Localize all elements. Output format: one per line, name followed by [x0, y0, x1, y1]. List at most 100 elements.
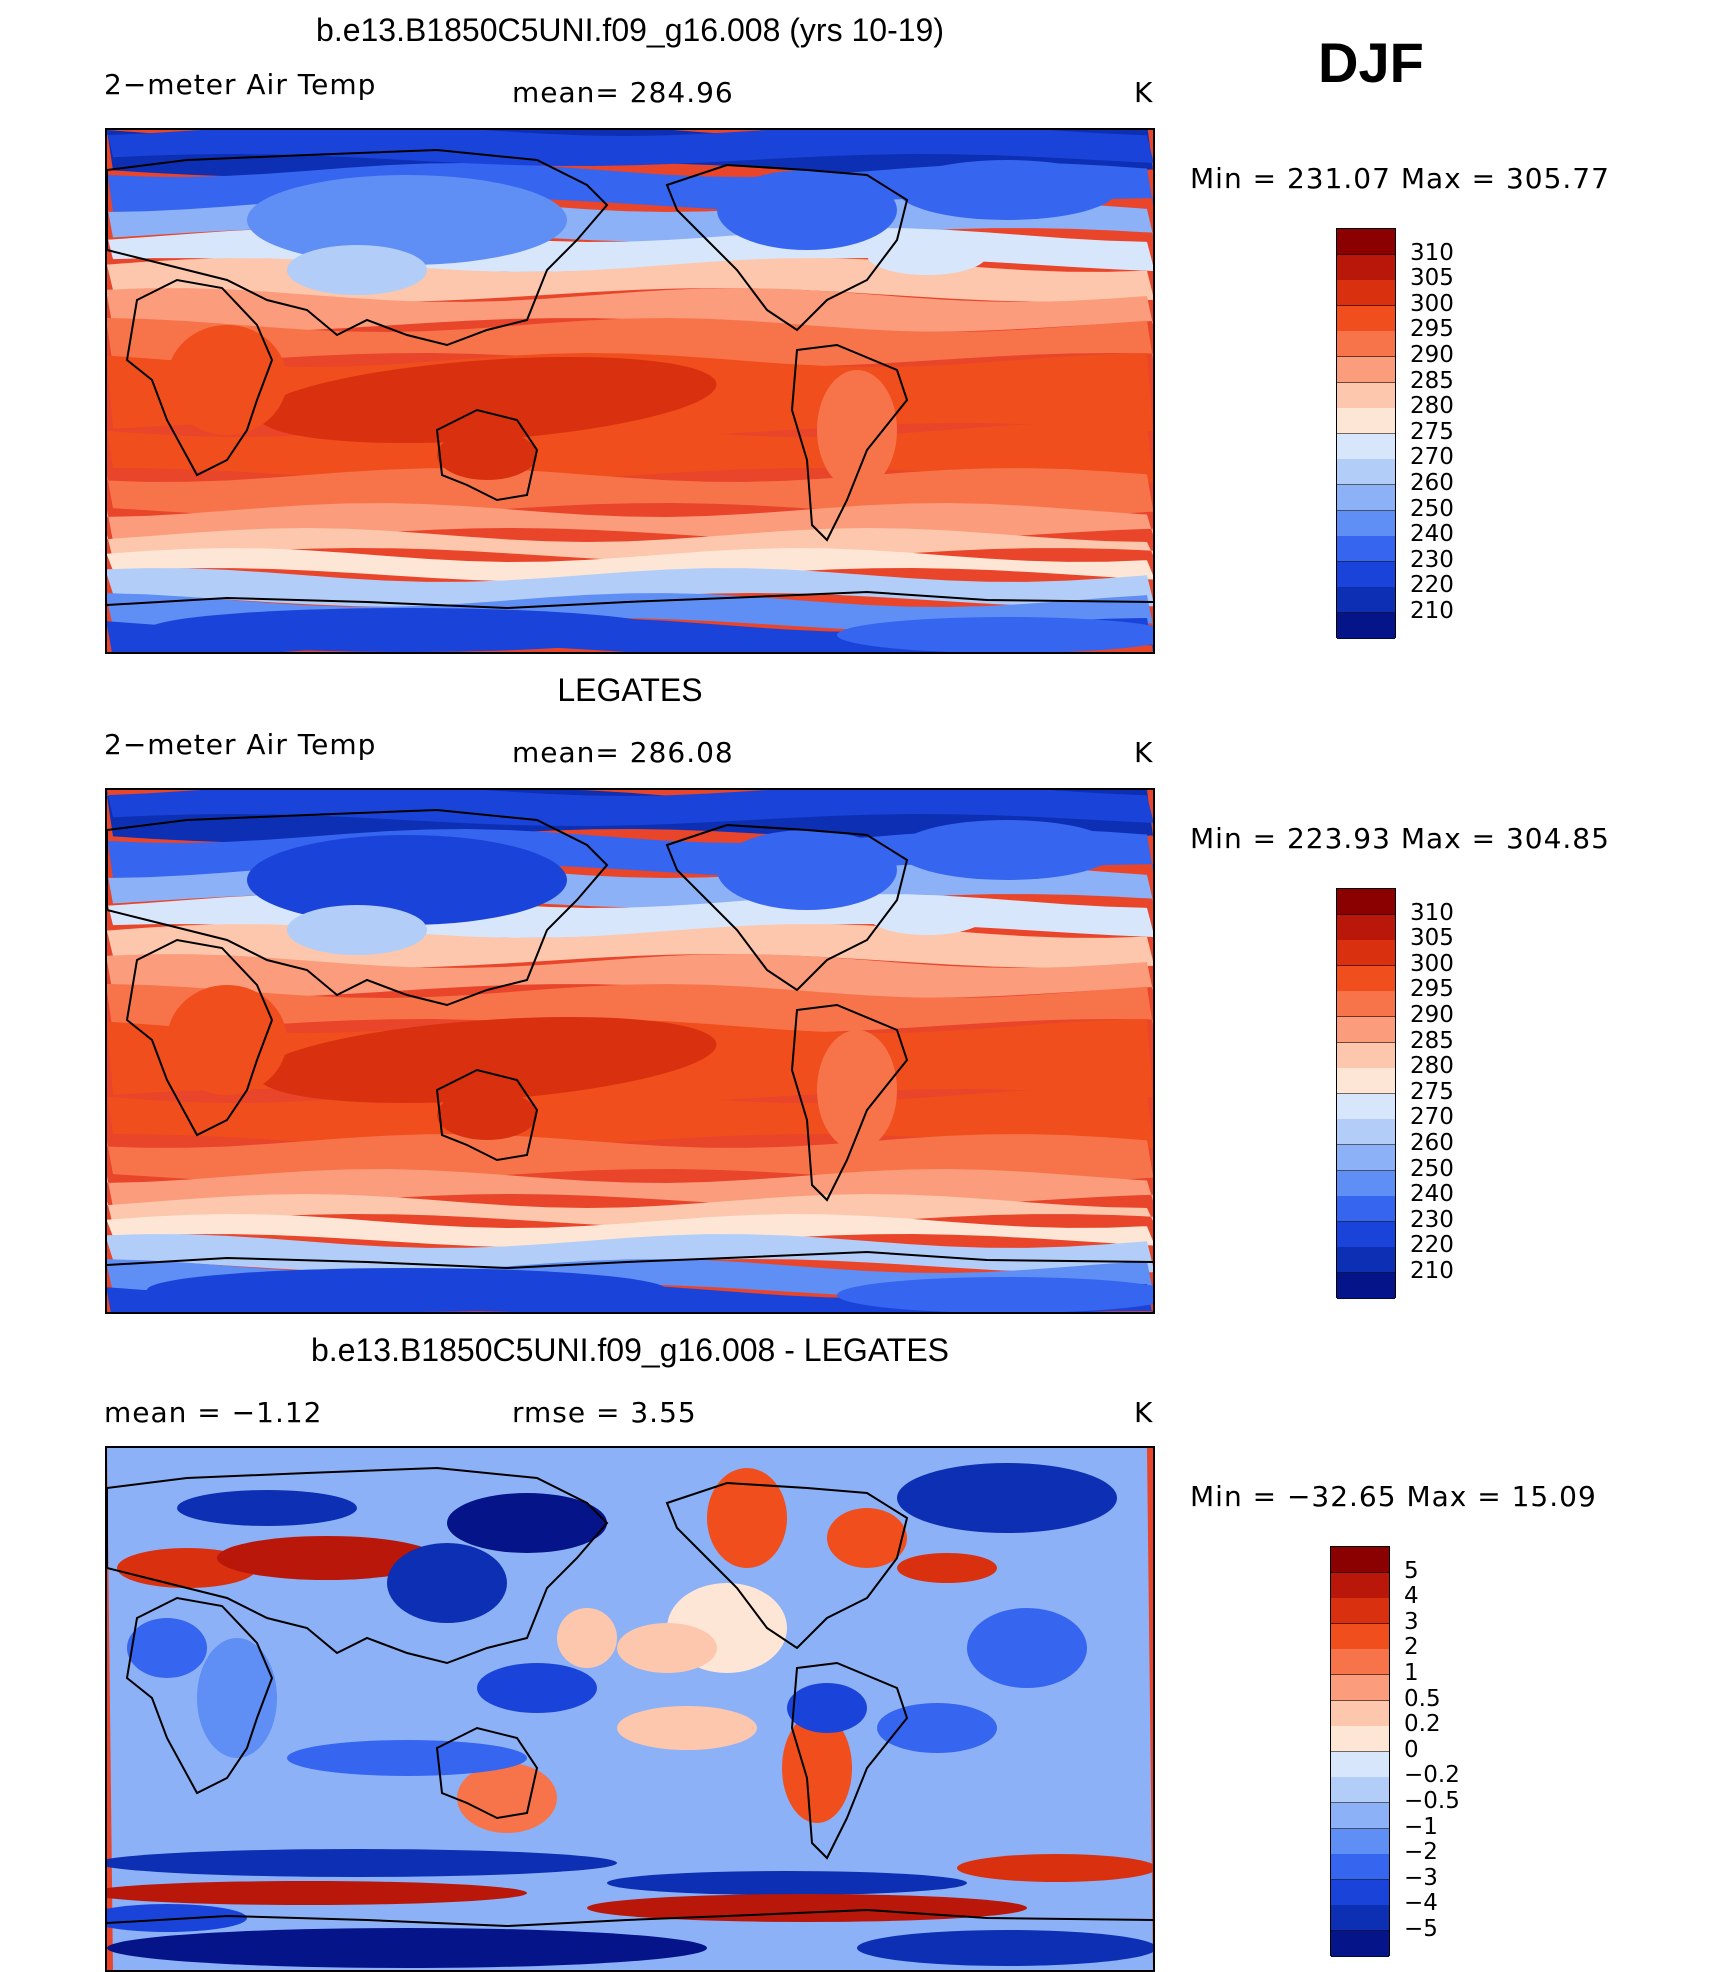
colorbar-swatch — [1337, 1093, 1395, 1120]
contour-blob — [787, 1683, 867, 1733]
panel3-title: b.e13.B1850C5UNI.f09_g16.008 - LEGATES — [310, 1332, 950, 1368]
contour-band — [107, 790, 1153, 826]
colorbar-tick-label: 250 — [1410, 495, 1454, 522]
colorbar-swatch — [1337, 280, 1395, 307]
colorbar-tick-label: 0 — [1404, 1736, 1419, 1763]
coastline — [665, 1481, 909, 1650]
colorbar-tick-label: 305 — [1410, 925, 1454, 952]
contour-blob — [897, 820, 1117, 880]
colorbar-tick-label: 240 — [1410, 1181, 1454, 1208]
colorbar-tick-label: 280 — [1410, 393, 1454, 420]
colorbar-tick-label: −3 — [1404, 1864, 1438, 1891]
colorbar-tick-label: 230 — [1410, 546, 1454, 573]
colorbar-tick-label: 220 — [1410, 572, 1454, 599]
colorbar-tick-label: 0.2 — [1404, 1711, 1441, 1738]
colorbar-swatch — [1331, 1803, 1389, 1830]
colorbar-tick-label: −4 — [1404, 1890, 1438, 1917]
coastline — [107, 1250, 1153, 1270]
contour-blob — [107, 1928, 707, 1968]
contour-blob — [257, 1016, 717, 1104]
contour-blob — [717, 170, 897, 250]
contour-blob — [217, 1536, 437, 1580]
panel2-variable-label: 2−meter Air Temp — [104, 728, 377, 761]
contour-blob — [167, 325, 287, 435]
colorbar-tick-label: 2 — [1404, 1634, 1419, 1661]
contour-blob — [867, 895, 987, 935]
coastline — [790, 343, 909, 542]
season-label: DJF — [1318, 31, 1424, 94]
colorbar-swatch — [1337, 889, 1395, 916]
colorbar-tick-label: 1 — [1404, 1660, 1419, 1686]
coastline — [790, 1003, 909, 1202]
colorbar-tick-label: 4 — [1404, 1583, 1419, 1610]
colorbar-swatch — [1337, 433, 1395, 460]
panel3-colorbar: 5 4 3 2 1 0.5 0.2 0 −0.2 −0.5 −1 −2 −3 −4 −5 — [1330, 1546, 1570, 1961]
contour-blob — [177, 1490, 357, 1526]
colorbar-swatch — [1331, 1751, 1389, 1778]
contour-blob — [147, 1268, 667, 1312]
panel2-minmax-label: Min = 223.93 Max = 304.85 — [1190, 822, 1610, 855]
panel1-title: b.e13.B1850C5UNI.f09_g16.008 (yrs 10-19) — [316, 12, 944, 48]
colorbar-tick-label: −1 — [1404, 1813, 1438, 1840]
colorbar-swatch — [1337, 940, 1395, 967]
colorbar-swatch — [1337, 1042, 1395, 1069]
colorbar-swatch — [1331, 1598, 1389, 1625]
contour-blob — [877, 1703, 997, 1753]
colorbar-tick-label: 290 — [1410, 1002, 1454, 1028]
colorbar-swatch — [1337, 408, 1395, 435]
colorbar-swatch — [1337, 331, 1395, 358]
colorbar-swatch — [1337, 1068, 1395, 1095]
colorbar-tick-label: 270 — [1410, 444, 1454, 471]
colorbar-tick-label: 230 — [1410, 1206, 1454, 1233]
colorbar-tick-label: 250 — [1410, 1155, 1454, 1182]
contour-blob — [107, 1881, 527, 1905]
contour-blob — [897, 160, 1117, 220]
colorbar-swatch — [1337, 1017, 1395, 1044]
colorbar-tick-label: 0.5 — [1404, 1685, 1441, 1712]
colorbar-tick-label: 3 — [1404, 1608, 1419, 1635]
contour-band — [107, 130, 1153, 166]
contour-band — [107, 1234, 1153, 1273]
colorbar-swatch — [1331, 1905, 1389, 1932]
colorbar-swatch — [1331, 1931, 1389, 1958]
map-canvas — [107, 130, 1153, 652]
colorbar-tick-label: 280 — [1410, 1053, 1454, 1080]
colorbar-swatch — [1331, 1700, 1389, 1727]
colorbar-swatch — [1337, 536, 1395, 563]
contour-blob — [437, 430, 537, 480]
colorbar-swatch — [1331, 1726, 1389, 1753]
colorbar-swatch — [1337, 1221, 1395, 1248]
coastline — [107, 148, 609, 347]
colorbar-box — [1330, 1546, 1390, 1958]
coastline — [125, 938, 274, 1137]
contour-band — [107, 568, 1153, 607]
contour-band — [107, 1214, 1153, 1248]
contour-blob — [107, 1849, 617, 1877]
panel1-minmax-label: Min = 231.07 Max = 305.77 — [1190, 162, 1610, 195]
contour-band — [107, 318, 1153, 367]
colorbar-tick-label: 285 — [1410, 367, 1454, 394]
coastline — [107, 1908, 1153, 1928]
contour-blob — [897, 1463, 1117, 1533]
panel3-mean-label: mean = −1.12 — [104, 1396, 323, 1429]
coastline — [125, 1596, 274, 1795]
colorbar-tick-label: −5 — [1404, 1916, 1438, 1942]
colorbar-tick-label: 260 — [1410, 470, 1454, 496]
contour-blob — [447, 1493, 607, 1553]
contour-blob — [167, 985, 287, 1095]
map-canvas — [107, 790, 1153, 1312]
contour-blob — [257, 356, 717, 444]
colorbar-swatch — [1337, 587, 1395, 614]
colorbar-swatch — [1331, 1547, 1389, 1574]
contour-blob — [477, 1663, 597, 1713]
colorbar-tick-label: 270 — [1410, 1104, 1454, 1131]
colorbar-tick-label: 210 — [1410, 598, 1454, 624]
colorbar-tick-label: 5 — [1404, 1557, 1419, 1584]
contour-blob — [607, 1871, 967, 1895]
colorbar-swatch — [1337, 459, 1395, 486]
contour-blob — [837, 1277, 1153, 1312]
colorbar-swatch — [1337, 357, 1395, 384]
colorbar-tick-label: 295 — [1410, 316, 1454, 343]
colorbar-swatch — [1337, 914, 1395, 941]
panel2-colorbar: 310 305 300 295 290 285 280 275 270 260 250 240 230 2… — [1336, 888, 1576, 1303]
